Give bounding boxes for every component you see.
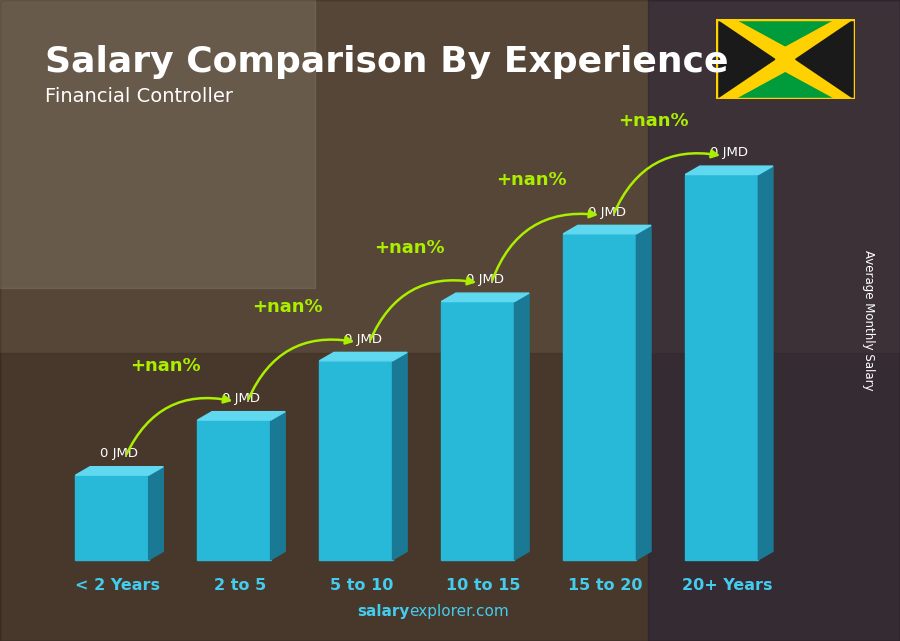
Bar: [0, 0, 315, 288]
Polygon shape: [197, 420, 271, 560]
Polygon shape: [636, 226, 651, 560]
Text: +nan%: +nan%: [252, 298, 323, 316]
Polygon shape: [76, 467, 163, 475]
Polygon shape: [716, 19, 775, 99]
Polygon shape: [796, 19, 855, 99]
Text: 5 to 10: 5 to 10: [330, 578, 393, 594]
Text: salary: salary: [357, 604, 410, 619]
Bar: [648, 0, 900, 641]
Text: Average Monthly Salary: Average Monthly Salary: [862, 250, 875, 391]
Polygon shape: [441, 293, 529, 301]
Polygon shape: [563, 234, 636, 560]
Text: 20+ Years: 20+ Years: [682, 578, 773, 594]
Polygon shape: [392, 353, 407, 560]
Polygon shape: [563, 226, 651, 234]
Text: 0 JMD: 0 JMD: [222, 392, 260, 405]
Text: 0 JMD: 0 JMD: [588, 206, 626, 219]
Text: +nan%: +nan%: [130, 357, 201, 375]
Text: Financial Controller: Financial Controller: [45, 87, 233, 106]
Text: 0 JMD: 0 JMD: [345, 333, 382, 345]
Polygon shape: [685, 174, 759, 560]
Text: 10 to 15: 10 to 15: [446, 578, 521, 594]
Text: 0 JMD: 0 JMD: [101, 447, 139, 460]
Text: 0 JMD: 0 JMD: [466, 273, 504, 287]
Text: < 2 Years: < 2 Years: [76, 578, 160, 594]
Text: Salary Comparison By Experience: Salary Comparison By Experience: [45, 45, 728, 79]
Text: explorer.com: explorer.com: [410, 604, 509, 619]
Polygon shape: [148, 467, 163, 560]
Polygon shape: [271, 412, 285, 560]
Polygon shape: [759, 166, 773, 560]
Text: 0 JMD: 0 JMD: [710, 146, 748, 160]
Polygon shape: [685, 166, 773, 174]
Polygon shape: [515, 293, 529, 560]
Text: 2 to 5: 2 to 5: [213, 578, 266, 594]
Polygon shape: [716, 19, 855, 99]
Bar: [0, 353, 900, 641]
Polygon shape: [76, 475, 148, 560]
Text: +nan%: +nan%: [618, 112, 688, 129]
Polygon shape: [320, 353, 407, 361]
Polygon shape: [197, 412, 285, 420]
Text: 15 to 20: 15 to 20: [569, 578, 643, 594]
Polygon shape: [716, 19, 855, 99]
Polygon shape: [320, 361, 392, 560]
Text: +nan%: +nan%: [496, 171, 567, 189]
Text: +nan%: +nan%: [374, 238, 445, 256]
Polygon shape: [441, 301, 515, 560]
